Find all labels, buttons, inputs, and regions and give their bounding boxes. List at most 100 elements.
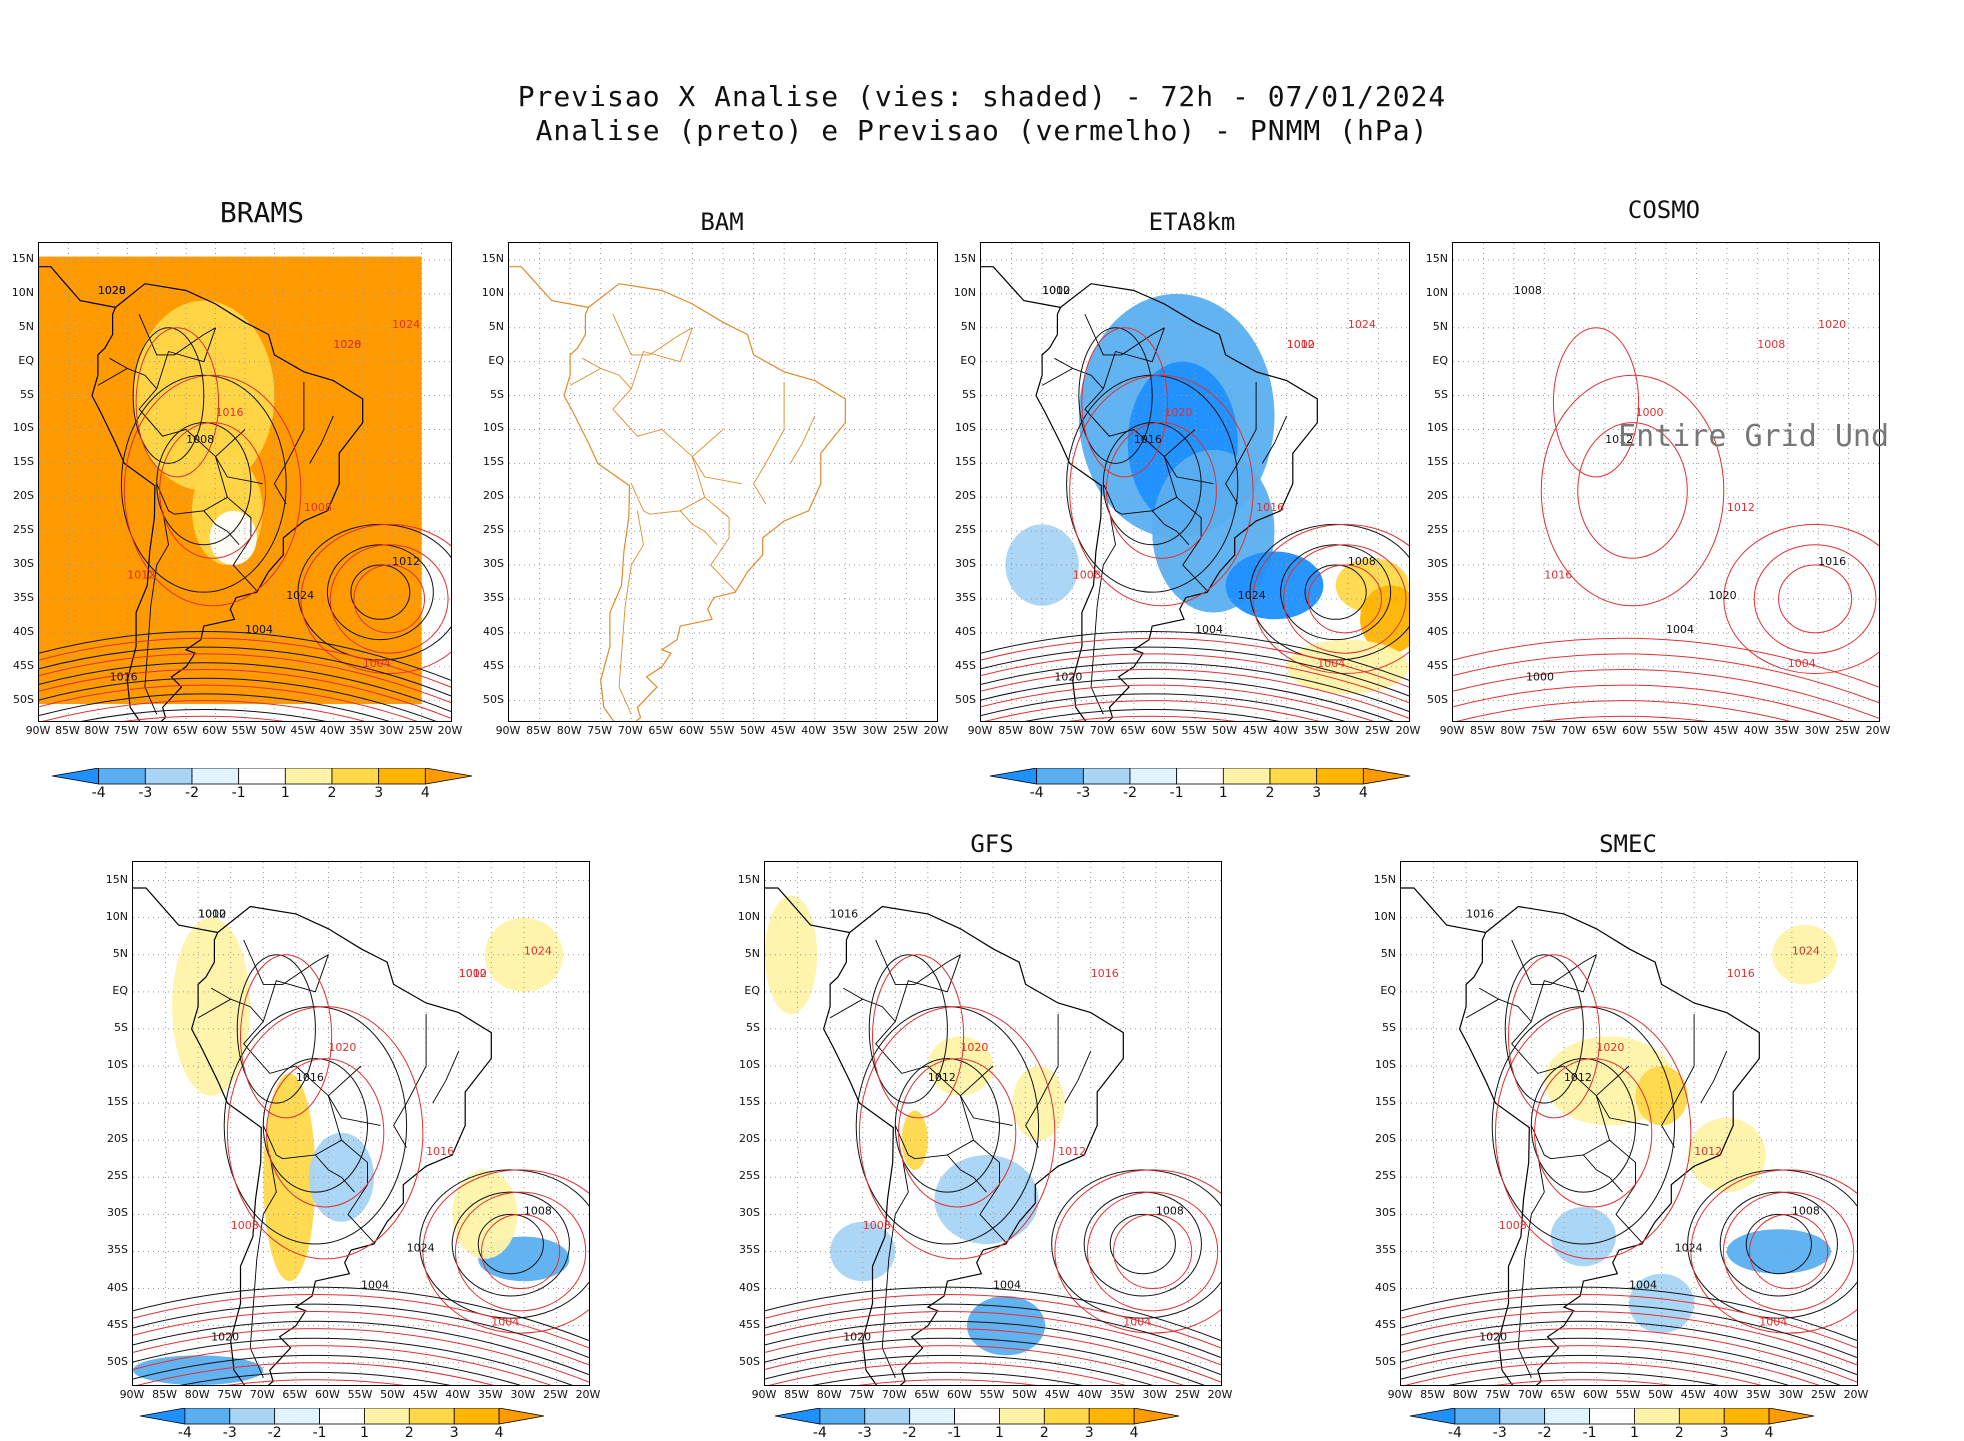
lon-tick-label: 30W [862, 724, 888, 737]
lon-tick-label: 30W [1804, 724, 1830, 737]
lat-tick-label: 5S [746, 1020, 760, 1034]
contour-label: 1008 [863, 1219, 891, 1232]
contour-label: 1008 [524, 1204, 552, 1217]
lat-tick-label: 10S [13, 421, 34, 435]
lon-tick-label: 40W [1077, 1388, 1103, 1401]
colorbar-label: -3 [138, 785, 153, 801]
lon-tick-label: 20W [1207, 1388, 1233, 1401]
lat-tick-label: 5S [1382, 1020, 1396, 1034]
contour-label: 1012 [1042, 284, 1070, 297]
lat-tick-label: 50S [1427, 692, 1448, 706]
contour-label: 1016 [216, 406, 244, 419]
lat-tick-label: 10N [481, 285, 504, 299]
panel-title-cosmo: COSMO [1627, 196, 1701, 224]
lat-tick-label: 50S [107, 1354, 128, 1368]
map-panel-panel5: 1012 1012 1016 1016 1008 1008 1004 1004 1020 1020… [132, 861, 590, 1386]
contour-label: 1024 [1675, 1241, 1703, 1254]
colorbar [775, 1408, 1180, 1425]
contour-label: 1024 [286, 589, 314, 602]
lat-tick-label: 35S [483, 590, 504, 604]
lat-tick-label: 15N [953, 251, 976, 265]
lon-tick-label: 55W [1181, 724, 1207, 737]
lon-tick-label: 80W [1028, 724, 1054, 737]
contour-label: 1012 [1694, 1145, 1722, 1158]
lat-tick-label: 20S [483, 489, 504, 503]
contour-label: 1012 [459, 967, 487, 980]
contour-label: 1008 [304, 501, 332, 514]
contour-label: 1016 [1256, 501, 1284, 514]
lon-tick-label: 60W [314, 1388, 340, 1401]
lat-tick-label: 5S [20, 387, 34, 401]
lat-tick-label: EQ [960, 353, 976, 367]
lon-tick-label: 60W [202, 724, 227, 737]
contour-label: 1004 [1317, 657, 1345, 670]
contour-label: 1020 [1164, 406, 1192, 419]
contour-label: 1016 [110, 670, 138, 683]
map-canvas: 1012 1012 1016 1016 1008 1008 1004 1004 1020 1020… [133, 862, 589, 1385]
lon-tick-label: 20W [1843, 1388, 1869, 1401]
lat-tick-label: 5N [960, 319, 976, 333]
contour-label: 1004 [1666, 623, 1694, 636]
lat-tick-label: 25S [13, 523, 34, 537]
map-canvas [509, 243, 937, 721]
contour-label: 1016 [296, 1071, 324, 1084]
lat-tick-label: 50S [1375, 1354, 1396, 1368]
no-data-text: Entire Grid Und [1618, 418, 1890, 454]
lat-tick-label: 5S [490, 387, 504, 401]
contour-label: 1020 [1818, 318, 1846, 331]
lat-tick-label: 15S [483, 455, 504, 469]
map-canvas: 1016 1016 1012 1012 1008 1008 1004 1004 1020 1020… [1401, 862, 1857, 1385]
lat-tick-label: 30S [483, 557, 504, 571]
lon-tick-label: 65W [914, 1388, 940, 1401]
lon-tick-label: 50W [1212, 724, 1237, 737]
lat-tick-label: 10S [1427, 421, 1448, 435]
lat-tick-label: 40S [739, 1280, 760, 1294]
lat-tick-label: 10S [107, 1058, 128, 1071]
lon-tick-label: 45W [1242, 724, 1268, 737]
contour-label: 1024 [1792, 945, 1820, 958]
lon-tick-label: 55W [979, 1388, 1005, 1401]
lat-tick-label: 25S [739, 1169, 760, 1183]
lat-tick-label: 40S [1427, 624, 1448, 638]
colorbar-label: 1 [994, 1425, 1004, 1441]
lon-tick-label: 40W [1743, 724, 1769, 737]
colorbar-label: -3 [1492, 1425, 1507, 1441]
contour-label: 1012 [928, 1071, 956, 1084]
lat-tick-label: 30S [1427, 557, 1448, 571]
colorbar-label: -3 [1076, 785, 1091, 801]
lon-tick-label: 55W [1615, 1388, 1641, 1401]
lat-tick-label: 20S [13, 489, 34, 503]
lon-tick-label: 65W [1120, 724, 1146, 737]
colorbar-label: -2 [267, 1425, 282, 1441]
lat-tick-label: 15S [955, 455, 976, 469]
lon-tick-label: 40W [319, 724, 345, 737]
lon-tick-label: 70W [1561, 724, 1587, 737]
lon-tick-label: 80W [1500, 724, 1526, 737]
lon-tick-label: 85W [784, 1388, 809, 1401]
contour-label: 1004 [245, 623, 273, 636]
colorbar-label: -2 [902, 1425, 917, 1441]
contour-label: 1020 [960, 1041, 988, 1054]
lon-tick-label: 55W [709, 724, 735, 737]
lon-tick-label: 65W [1591, 724, 1617, 737]
lon-tick-label: 35W [349, 724, 375, 737]
lon-tick-label: 75W [217, 1388, 243, 1401]
lat-tick-label: EQ [744, 983, 760, 997]
contour-label: 1004 [1123, 1316, 1151, 1329]
lat-tick-label: 15S [739, 1095, 760, 1109]
lon-tick-label: 50W [1648, 1388, 1673, 1401]
lon-tick-label: 45W [770, 724, 796, 737]
lat-tick-label: 10N [737, 909, 760, 923]
lon-tick-label: 35W [1774, 724, 1800, 737]
lon-tick-label: 60W [1150, 724, 1176, 737]
contour-label: 1004 [491, 1316, 519, 1329]
lon-tick-label: 30W [1142, 1388, 1168, 1401]
lon-tick-label: 85W [998, 724, 1023, 737]
lat-tick-label: 15N [1425, 251, 1448, 265]
lat-tick-label: 35S [1375, 1243, 1396, 1257]
lon-tick-label: 90W [119, 1388, 145, 1401]
contour-label: 1020 [1054, 670, 1082, 683]
lat-tick-label: EQ [488, 353, 504, 367]
contour-label: 1008 [1348, 555, 1376, 568]
lon-tick-label: 50W [260, 724, 286, 737]
